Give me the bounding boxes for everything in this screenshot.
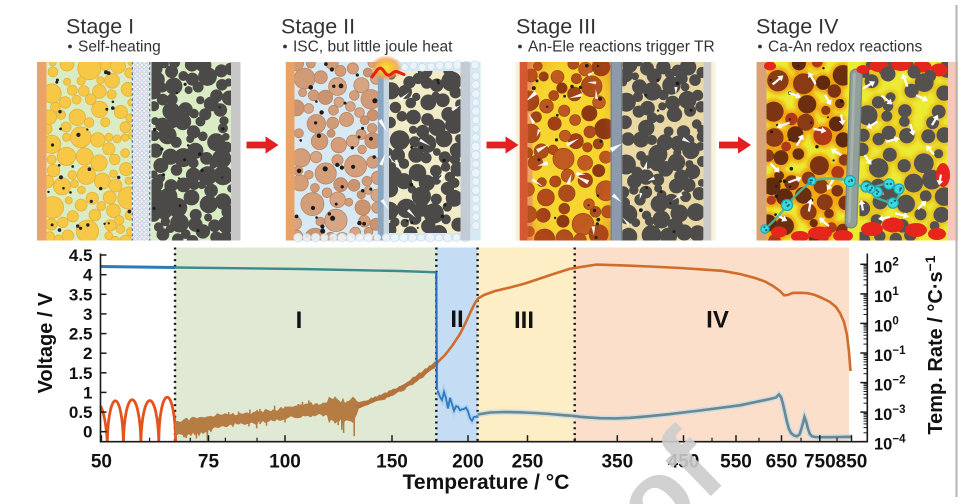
svg-text:1.5: 1.5 [69, 364, 93, 383]
svg-text:50: 50 [91, 452, 112, 473]
svg-text:75: 75 [198, 452, 220, 473]
svg-text:Temperature / °C: Temperature / °C [403, 471, 570, 494]
svg-text:4.5: 4.5 [69, 246, 93, 265]
svg-text:Self-heating: Self-heating [78, 39, 161, 56]
svg-text:Ca-An redox reactions: Ca-An redox reactions [768, 39, 922, 56]
svg-text:Stage II: Stage II [281, 15, 355, 39]
svg-text:III: III [514, 307, 534, 334]
svg-text:200: 200 [452, 452, 484, 473]
svg-text:IV: IV [706, 307, 729, 334]
svg-text:Voltage / V: Voltage / V [35, 292, 57, 393]
svg-text:150: 150 [376, 452, 408, 473]
svg-text:0.5: 0.5 [69, 403, 93, 422]
svg-text:0: 0 [83, 423, 92, 442]
svg-text:4: 4 [83, 266, 93, 285]
svg-text:550: 550 [720, 452, 752, 473]
svg-text:850: 850 [836, 452, 868, 473]
svg-text:I: I [296, 307, 303, 334]
svg-text:450: 450 [668, 452, 700, 473]
svg-text:650: 650 [766, 452, 798, 473]
svg-text:ISC, but little joule heat: ISC, but little joule heat [293, 39, 453, 56]
svg-text:3: 3 [83, 305, 92, 324]
svg-text:100: 100 [269, 452, 301, 473]
svg-text:2.5: 2.5 [69, 325, 93, 344]
svg-text:Stage I: Stage I [66, 15, 134, 39]
svg-text:250: 250 [512, 452, 544, 473]
svg-text:3.5: 3.5 [69, 285, 93, 304]
svg-text:An-Ele reactions trigger TR: An-Ele reactions trigger TR [528, 39, 715, 56]
svg-text:Temp. Rate / °C·s−1: Temp. Rate / °C·s−1 [922, 255, 947, 434]
svg-text:II: II [450, 306, 463, 333]
svg-text:750: 750 [804, 452, 836, 473]
svg-text:Stage IV: Stage IV [756, 15, 839, 39]
svg-text:1: 1 [83, 383, 92, 402]
svg-text:350: 350 [601, 452, 633, 473]
svg-text:Stage III: Stage III [516, 15, 596, 39]
svg-text:2: 2 [83, 344, 92, 363]
